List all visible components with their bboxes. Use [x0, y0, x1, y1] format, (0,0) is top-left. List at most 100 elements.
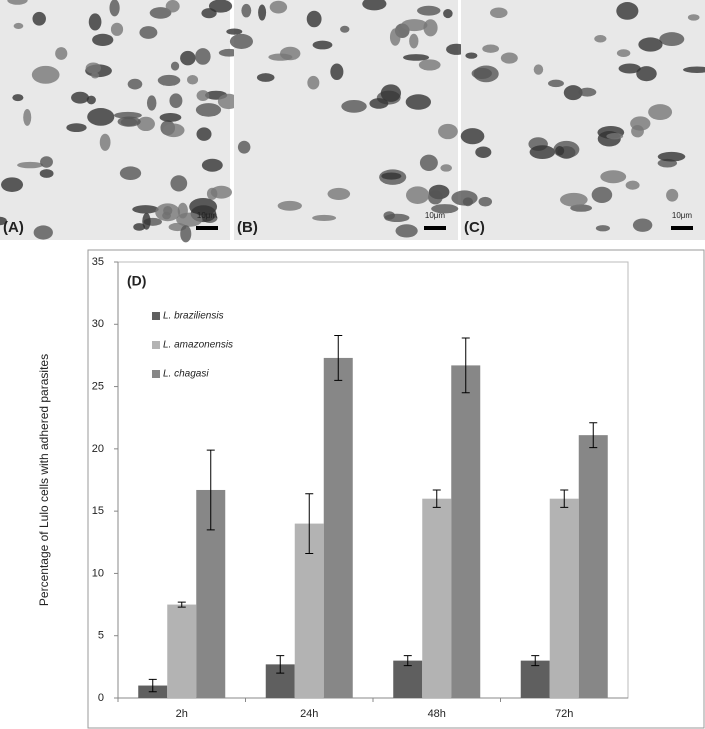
cell: [625, 180, 640, 190]
error-bar: [276, 655, 285, 674]
cell: [401, 19, 428, 32]
error-bar: [305, 493, 314, 554]
cell: [189, 198, 218, 216]
cell: [256, 73, 275, 82]
cell: [600, 170, 627, 184]
cell: [440, 164, 452, 172]
cell: [162, 123, 185, 138]
cell: [419, 154, 438, 171]
cell: [500, 52, 518, 64]
cell: [196, 127, 212, 141]
cell: [638, 37, 663, 52]
error-bar: [206, 449, 215, 531]
bar: [323, 357, 353, 698]
cell: [110, 22, 124, 36]
y-tick-label: 15: [92, 505, 104, 517]
error-bar: [334, 334, 343, 381]
scale-bar: [196, 226, 218, 230]
panel-label: (A): [3, 219, 24, 236]
error-bar: [148, 678, 157, 693]
panel-label: (B): [237, 219, 258, 236]
bar: [549, 498, 579, 698]
cell: [423, 19, 438, 37]
cell: [117, 116, 141, 127]
cell: [201, 158, 223, 172]
cell: [591, 186, 613, 203]
scale-label: 10μm: [672, 211, 693, 220]
cell: [136, 116, 155, 132]
x-tick-label: 2h: [176, 708, 188, 720]
cell: [127, 78, 143, 90]
y-tick-label: 20: [92, 443, 104, 455]
annotation: (D): [127, 273, 146, 289]
cell: [170, 175, 188, 192]
cell: [149, 7, 172, 19]
cell: [632, 218, 653, 232]
cell: [180, 50, 196, 66]
bar: [578, 435, 608, 698]
scale-bar: [671, 226, 693, 230]
error-bar: [589, 422, 598, 449]
cell: [195, 103, 222, 117]
cell: [362, 0, 387, 11]
cell: [217, 93, 240, 110]
y-tick-label: 25: [92, 380, 104, 392]
cell: [180, 225, 192, 243]
cell: [443, 8, 453, 19]
cell: [630, 116, 651, 131]
cell: [369, 98, 389, 109]
cell: [170, 61, 180, 71]
cell: [229, 33, 253, 49]
cell: [438, 123, 458, 140]
x-tick-label: 72h: [555, 708, 573, 720]
y-tick-label: 35: [92, 256, 104, 268]
cell: [12, 94, 24, 102]
cell: [657, 151, 686, 162]
cell: [33, 225, 53, 240]
bar: [167, 604, 197, 698]
cell: [547, 79, 564, 88]
cell: [465, 52, 478, 59]
cell: [533, 64, 544, 75]
cell: [280, 46, 301, 61]
y-axis-label: Percentage of Lulo cells with adhered pa…: [37, 354, 51, 606]
cell: [659, 32, 685, 47]
cell: [196, 90, 210, 102]
bar: [393, 660, 423, 698]
micrograph: (C) 10μm: [451, 0, 705, 240]
cell: [406, 186, 430, 204]
cell: [471, 67, 492, 79]
cell: [210, 185, 232, 199]
cell: [595, 225, 610, 232]
cell: [381, 172, 402, 180]
cell: [341, 99, 367, 113]
cell: [165, 0, 180, 13]
cell: [119, 166, 142, 181]
cell: [109, 0, 120, 17]
scale-bar: [424, 226, 446, 230]
cell: [237, 140, 251, 154]
cell: [306, 10, 322, 28]
cell: [330, 63, 344, 81]
cell: [55, 47, 68, 60]
bar: [451, 365, 481, 698]
cell: [460, 128, 485, 145]
legend-label: L. chagasi: [163, 369, 209, 380]
cell: [32, 11, 46, 26]
cell: [241, 3, 252, 18]
cell: [13, 22, 24, 30]
cell: [7, 0, 28, 5]
cell: [133, 223, 146, 231]
cell: [403, 54, 430, 61]
y-tick-label: 5: [98, 630, 104, 642]
y-tick-label: 0: [98, 692, 104, 704]
bar: [520, 660, 550, 698]
cell: [616, 49, 631, 57]
cell: [490, 7, 508, 18]
y-tick-label: 10: [92, 567, 104, 579]
cell: [113, 111, 142, 119]
cell: [578, 87, 597, 97]
cell: [555, 146, 565, 156]
cell: [616, 2, 639, 20]
error-bar: [531, 655, 540, 667]
